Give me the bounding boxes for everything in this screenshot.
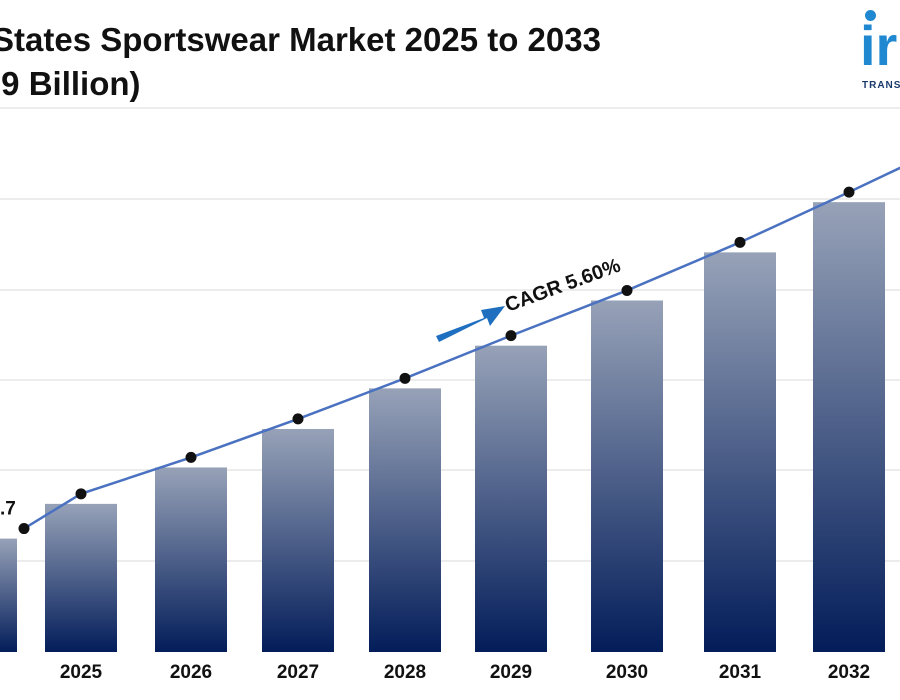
bar-2025: [45, 503, 117, 652]
bar-2024: [0, 538, 17, 652]
marker-2028: [399, 372, 411, 384]
bar-2026: [155, 467, 227, 652]
brand-logo: ir TRANS: [860, 10, 900, 92]
bars: [0, 202, 885, 652]
bar-2029: [475, 345, 547, 652]
x-tick-2032: 2032: [828, 662, 870, 683]
logo-dot: [865, 10, 876, 21]
marker-2027: [292, 413, 304, 425]
trend-markers: [18, 186, 855, 535]
bar-2028: [369, 388, 441, 652]
marker-2032: [843, 186, 855, 198]
x-tick-2027: 2027: [277, 662, 319, 683]
chart-title-line-1: States Sportswear Market 2025 to 2033: [0, 21, 601, 58]
x-tick-2031: 2031: [719, 662, 762, 683]
data-labels: .7: [0, 499, 16, 520]
bar-2032: [813, 202, 885, 652]
x-tick-2029: 2029: [490, 662, 532, 683]
marker-2029: [505, 330, 517, 342]
x-tick-2025: 2025: [60, 662, 103, 683]
data-label-2024: .7: [0, 499, 16, 520]
chart-title-line-2: .9 Billion): [0, 65, 141, 102]
chart-title: States Sportswear Market 2025 to 2033 .9…: [0, 18, 601, 106]
bar-2031: [704, 252, 776, 652]
x-tick-2028: 2028: [384, 662, 426, 683]
trend-line: [23, 166, 900, 530]
bar-2027: [262, 428, 334, 652]
bar-2030: [591, 300, 663, 652]
logo-text: TRANS: [862, 80, 900, 91]
logo-mark: ir: [860, 14, 898, 77]
marker-2031: [734, 236, 746, 248]
x-tick-2026: 2026: [170, 662, 212, 683]
x-axis-ticks: 2025 2026 2027 2028 2029 2030 2031 2032: [60, 662, 870, 683]
marker-2024: [18, 523, 30, 535]
cagr-arrow-icon: [436, 306, 505, 342]
marker-2026: [185, 451, 197, 463]
trend-polyline: [23, 166, 900, 530]
x-tick-2030: 2030: [606, 662, 648, 683]
marker-2025: [75, 488, 87, 500]
marker-2030: [621, 284, 633, 296]
